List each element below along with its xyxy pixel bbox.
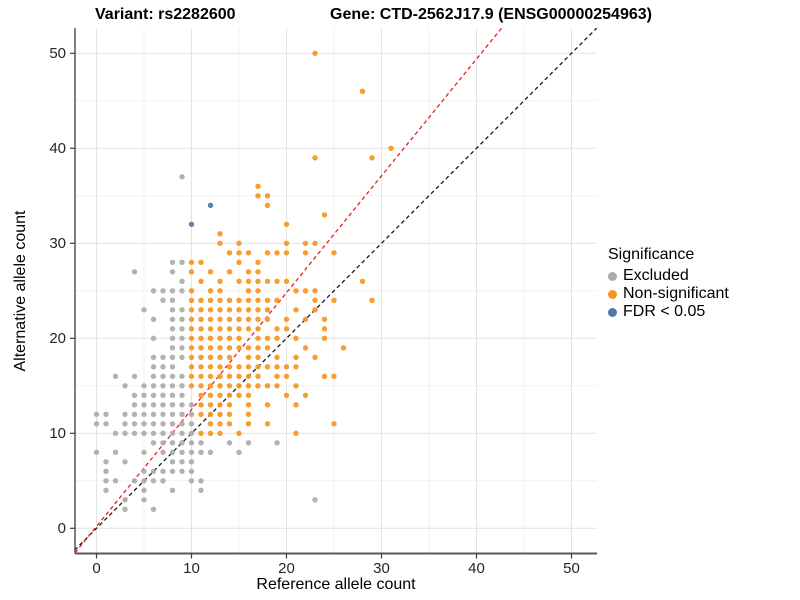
y-tick-50: 50 (49, 45, 66, 63)
y-tick-30: 30 (49, 235, 66, 253)
variant-title: Variant: rs2282600 (95, 6, 236, 23)
y-tick-10: 10 (49, 425, 66, 443)
series-non-significant (188, 50, 394, 436)
y-tick-20: 20 (49, 330, 66, 348)
legend-item-fdr: FDR < 0.05 (608, 303, 798, 321)
legend-item-label: FDR < 0.05 (623, 303, 706, 320)
x-tick-0: 0 (92, 560, 101, 577)
legend-title: Significance (608, 246, 695, 263)
gene-title: Gene: CTD-2562J17.9 (ENSG00000254963) (330, 6, 652, 23)
x-axis-label: Reference allele count (256, 576, 416, 593)
x-tick-30: 30 (373, 560, 390, 577)
x-tick-20: 20 (278, 560, 295, 577)
legend-item-excluded: Excluded (608, 267, 798, 285)
excluded-dot-icon (608, 271, 617, 281)
legend-item-label: Non-significant (623, 285, 729, 302)
series-fdr-0-05 (188, 202, 214, 227)
fdr-dot-icon (608, 307, 617, 317)
y-tick-40: 40 (49, 140, 66, 158)
y-tick-0: 0 (57, 520, 66, 538)
legend-item-non-significant: Non-significant (608, 285, 798, 303)
non-significant-dot-icon (608, 289, 617, 299)
y-axis-label: Alternative allele count (12, 210, 29, 372)
legend: Significance Excluded Non-significant FD… (608, 246, 798, 321)
x-tick-10: 10 (183, 560, 200, 577)
series-excluded (93, 174, 318, 512)
x-tick-50: 50 (563, 560, 580, 577)
x-tick-40: 40 (468, 560, 485, 577)
legend-item-label: Excluded (623, 267, 689, 284)
